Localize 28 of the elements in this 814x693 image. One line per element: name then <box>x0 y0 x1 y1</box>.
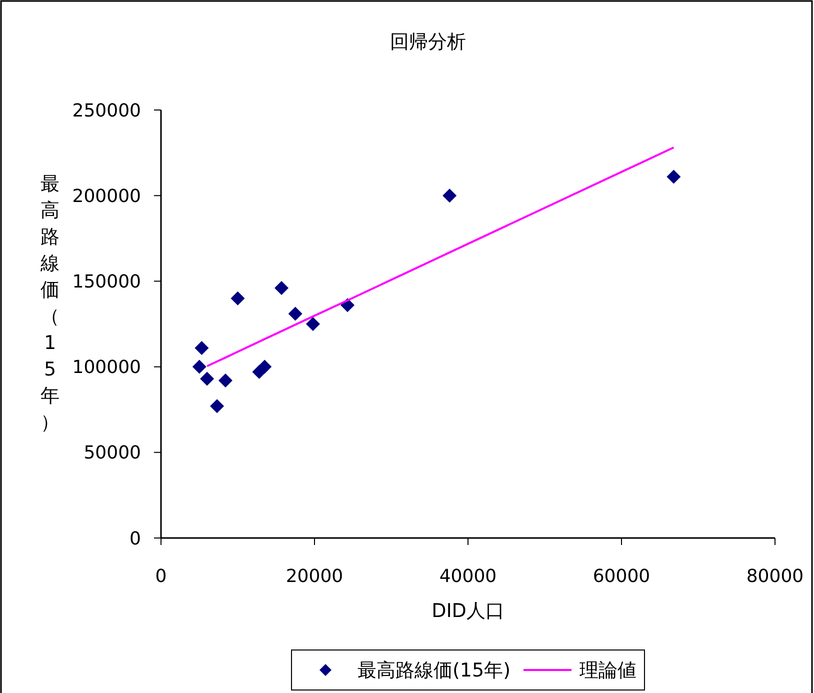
point <box>288 306 302 321</box>
point <box>666 170 681 184</box>
y-tick-label: 150000 <box>72 272 141 292</box>
x-tick-label: 80000 <box>746 566 804 587</box>
x-tick-label: 20000 <box>286 566 344 587</box>
point <box>194 340 209 355</box>
point <box>442 188 457 203</box>
x-tick-label: 0 <box>155 566 167 587</box>
point <box>230 291 245 306</box>
point <box>192 360 206 374</box>
y-tick-label: 250000 <box>72 100 141 122</box>
point <box>218 373 232 388</box>
legend-label: 理論値 <box>580 660 636 682</box>
chart-title: 回帰分析 <box>390 31 466 53</box>
text: 最高路線価（15年） <box>40 173 60 434</box>
y-tick-label: 200000 <box>72 186 141 207</box>
point <box>210 399 224 414</box>
point <box>306 317 320 331</box>
x-tick-label: 40000 <box>439 566 497 587</box>
point <box>258 360 272 374</box>
y-tick-label: 100000 <box>72 357 141 378</box>
x-tick-label: 60000 <box>592 566 650 587</box>
point <box>200 372 214 386</box>
legend-label: 最高路線価(15年) <box>358 660 511 682</box>
y-tick-label: 50000 <box>84 442 141 464</box>
point <box>274 281 288 296</box>
y-tick-label: 0 <box>130 528 141 550</box>
x-axis-title: DID人口 <box>432 600 504 622</box>
